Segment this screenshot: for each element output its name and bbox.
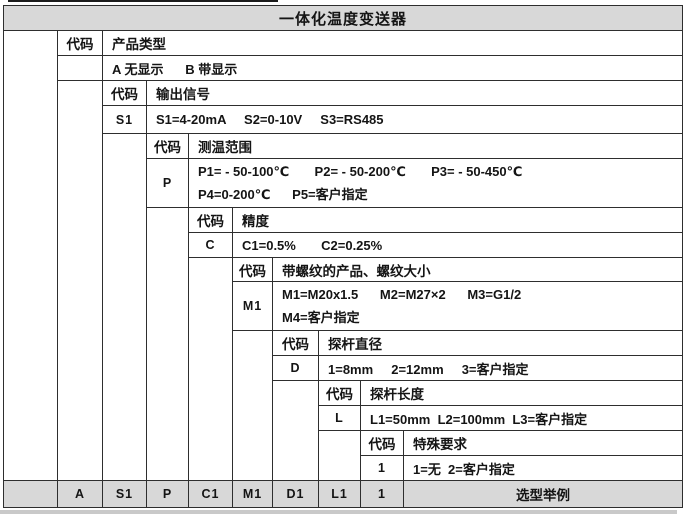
level-code-cell: D bbox=[272, 355, 319, 381]
stair-cell bbox=[57, 80, 103, 481]
summary-cell: M1 bbox=[232, 480, 273, 508]
level-code-cell bbox=[57, 55, 103, 81]
stair-cell bbox=[3, 30, 58, 481]
summary-cell: L1 bbox=[318, 480, 361, 508]
level-name-cell: 探杆直径 bbox=[318, 330, 683, 356]
level-name-cell: 测温范围 bbox=[188, 133, 683, 159]
options-line: M4=客户指定 bbox=[282, 310, 360, 325]
options-line: P1= - 50-100℃ P2= - 50-200℃ P3= - 50-450… bbox=[198, 164, 523, 179]
level-name-cell: 探杆长度 bbox=[360, 380, 683, 406]
level-code-cell: P bbox=[146, 158, 189, 208]
options-line: P4=0-200℃ P5=客户指定 bbox=[198, 187, 368, 202]
top-edge-artifact bbox=[8, 0, 278, 2]
level-options-cell: L1=50mm L2=100mm L3=客户指定 bbox=[360, 405, 683, 431]
summary-cell bbox=[3, 480, 58, 508]
code-header-cell: 代码 bbox=[318, 380, 361, 406]
level-name-cell: 特殊要求 bbox=[403, 430, 683, 456]
level-options-cell: M1=M20x1.5 M2=M27×2 M3=G1/2 M4=客户指定 bbox=[272, 281, 683, 331]
code-header-cell: 代码 bbox=[272, 330, 319, 356]
level-code-cell: 1 bbox=[360, 455, 404, 481]
bottom-edge-band bbox=[0, 510, 677, 514]
summary-cell: 1 bbox=[360, 480, 404, 508]
level-name-cell: 产品类型 bbox=[102, 30, 683, 56]
code-header-cell: 代码 bbox=[57, 30, 103, 56]
stair-cell bbox=[102, 133, 147, 481]
level-options-cell: S1=4-20mA S2=0-10V S3=RS485 bbox=[146, 105, 683, 134]
code-header-cell: 代码 bbox=[232, 257, 273, 282]
level-name-cell: 输出信号 bbox=[146, 80, 683, 106]
level-options-cell: P1= - 50-100℃ P2= - 50-200℃ P3= - 50-450… bbox=[188, 158, 683, 208]
level-code-cell: M1 bbox=[232, 281, 273, 331]
summary-cell: C1 bbox=[188, 480, 233, 508]
summary-label-cell: 选型举例 bbox=[403, 480, 683, 508]
code-header-cell: 代码 bbox=[360, 430, 404, 456]
level-name-cell: 精度 bbox=[232, 207, 683, 233]
code-header-cell: 代码 bbox=[188, 207, 233, 233]
summary-cell: D1 bbox=[272, 480, 319, 508]
level-code-cell: C bbox=[188, 232, 233, 258]
options-line: M1=M20x1.5 M2=M27×2 M3=G1/2 bbox=[282, 287, 522, 302]
level-code-cell: S1 bbox=[102, 105, 147, 134]
stair-cell bbox=[232, 330, 273, 481]
level-options-cell: C1=0.5% C2=0.25% bbox=[232, 232, 683, 258]
level-name-cell: 带螺纹的产品、螺纹大小 bbox=[272, 257, 683, 282]
stair-cell bbox=[146, 207, 189, 481]
summary-cell: A bbox=[57, 480, 103, 508]
level-code-cell: L bbox=[318, 405, 361, 431]
table-title: 一体化温度变送器 bbox=[3, 5, 683, 31]
code-header-cell: 代码 bbox=[102, 80, 147, 106]
level-options-cell: 1=无 2=客户指定 bbox=[403, 455, 683, 481]
stair-cell bbox=[318, 430, 361, 481]
summary-cell: S1 bbox=[102, 480, 147, 508]
stair-cell bbox=[188, 257, 233, 481]
stair-cell bbox=[272, 380, 319, 481]
summary-cell: P bbox=[146, 480, 189, 508]
level-options-cell: A 无显示 B 带显示 bbox=[102, 55, 683, 81]
level-options-cell: 1=8mm 2=12mm 3=客户指定 bbox=[318, 355, 683, 381]
code-header-cell: 代码 bbox=[146, 133, 189, 159]
